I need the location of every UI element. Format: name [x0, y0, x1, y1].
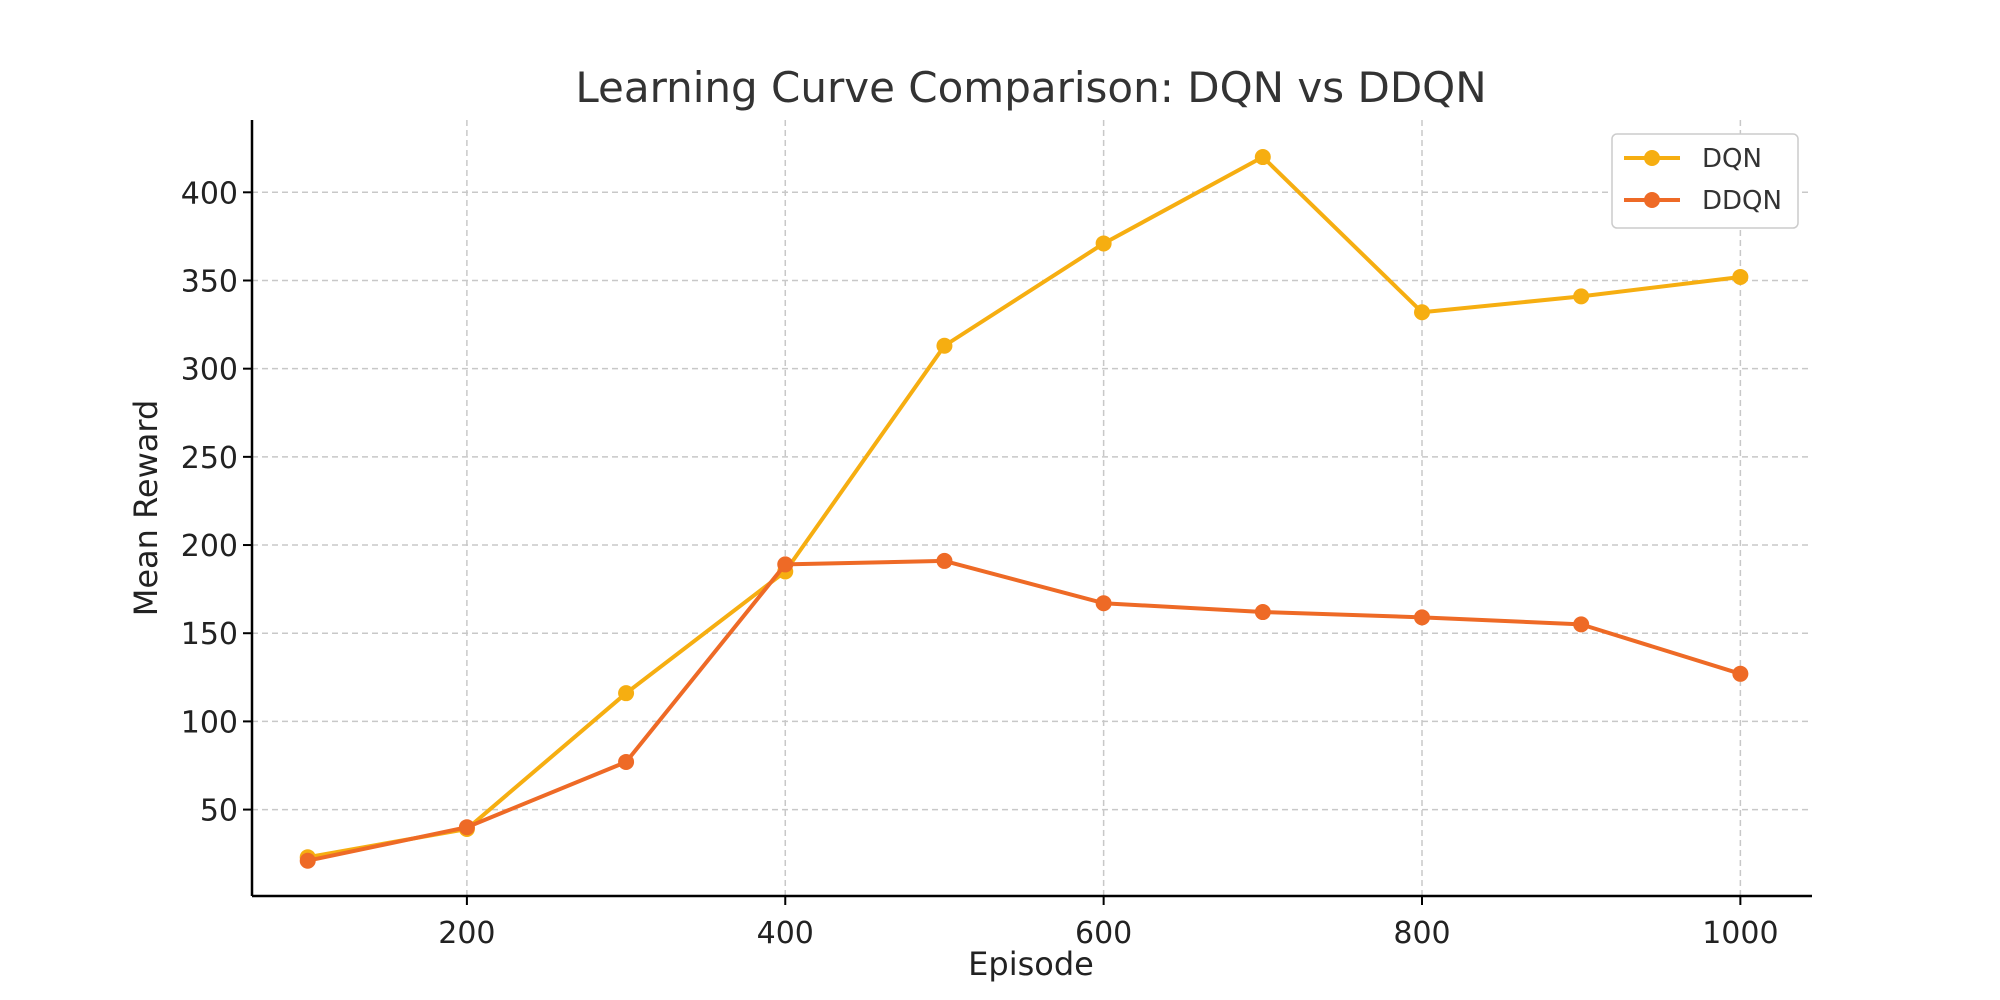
chart-title: Learning Curve Comparison: DQN vs DDQN	[575, 63, 1486, 112]
dqn-point	[1095, 235, 1112, 252]
grid	[252, 120, 1812, 896]
y-tick-label: 400	[181, 176, 238, 211]
legend-label: DQN	[1702, 144, 1762, 174]
x-tick-label: 1000	[1702, 916, 1778, 951]
ddqn-point	[1254, 604, 1271, 621]
ddqn-point	[299, 852, 316, 869]
legend: DQN DDQN	[1611, 133, 1799, 229]
dqn-line	[307, 155, 1741, 860]
ddqn-series	[299, 552, 1749, 869]
x-axis-label: Episode	[968, 945, 1094, 983]
ddqn-point	[1414, 609, 1430, 626]
ticks: 200 400 600 800 1000 50 100 150 200 250 300 350 400	[181, 176, 1779, 951]
dqn-point	[1573, 288, 1590, 305]
ddqn-point	[458, 819, 475, 836]
x-tick-label: 800	[1393, 916, 1450, 951]
dqn-point	[1732, 268, 1749, 285]
dqn-point	[618, 685, 635, 702]
y-tick-label: 150	[181, 617, 238, 652]
y-tick-label: 350	[181, 264, 238, 299]
legend-swatch-marker	[1644, 150, 1660, 166]
dqn-series	[299, 149, 1749, 866]
legend-label: DDQN	[1702, 186, 1782, 216]
axes	[250, 120, 1812, 898]
ddqn-line	[307, 558, 1741, 863]
ddqn-point	[936, 552, 953, 569]
legend-swatch-marker	[1644, 192, 1660, 208]
ddqn-point	[1095, 595, 1112, 612]
ddqn-point	[618, 753, 635, 770]
legend-item-ddqn: DDQN	[1624, 186, 1782, 216]
y-tick-label: 250	[181, 441, 238, 476]
dqn-point	[1254, 149, 1271, 166]
y-tick-label: 100	[181, 705, 238, 740]
y-tick-label: 50	[200, 794, 238, 829]
ddqn-point	[777, 556, 794, 573]
dqn-point	[1414, 304, 1430, 321]
ddqn-point	[1573, 616, 1590, 633]
x-tick-label: 600	[1075, 916, 1132, 951]
ddqn-point	[1732, 665, 1749, 682]
x-tick-label: 400	[757, 916, 814, 951]
x-tick-label: 200	[438, 916, 495, 951]
series	[299, 149, 1749, 869]
legend-item-dqn: DQN	[1624, 144, 1762, 174]
y-axis-label: Mean Reward	[127, 400, 165, 617]
y-tick-label: 300	[181, 353, 238, 388]
y-tick-label: 200	[181, 529, 238, 564]
dqn-point	[936, 337, 953, 354]
